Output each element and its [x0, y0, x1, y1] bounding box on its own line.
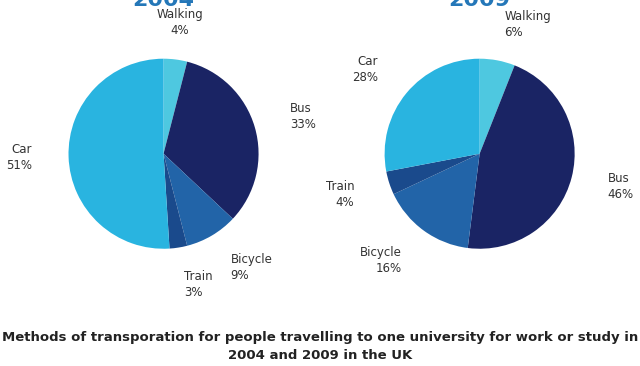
Text: Walking
6%: Walking 6% [504, 10, 551, 39]
Wedge shape [385, 59, 479, 172]
Wedge shape [68, 59, 170, 249]
Wedge shape [164, 154, 233, 246]
Wedge shape [164, 154, 187, 249]
Title: 2009: 2009 [449, 0, 511, 10]
Text: Bus
33%: Bus 33% [290, 102, 316, 131]
Text: Car
51%: Car 51% [6, 143, 32, 172]
Wedge shape [164, 59, 187, 154]
Text: Bicycle
16%: Bicycle 16% [360, 246, 402, 275]
Wedge shape [468, 66, 575, 249]
Wedge shape [164, 62, 259, 219]
Wedge shape [394, 154, 479, 248]
Text: Bus
46%: Bus 46% [607, 172, 634, 201]
Wedge shape [479, 59, 515, 154]
Text: Bicycle
9%: Bicycle 9% [230, 253, 273, 282]
Wedge shape [387, 154, 479, 194]
Text: Car
28%: Car 28% [352, 55, 378, 84]
Text: Train
4%: Train 4% [326, 180, 354, 209]
Text: Methods of transporation for people travelling to one university for work or stu: Methods of transporation for people trav… [2, 331, 638, 362]
Title: 2004: 2004 [132, 0, 195, 10]
Text: Walking
4%: Walking 4% [157, 8, 204, 37]
Text: Train
3%: Train 3% [184, 269, 213, 299]
